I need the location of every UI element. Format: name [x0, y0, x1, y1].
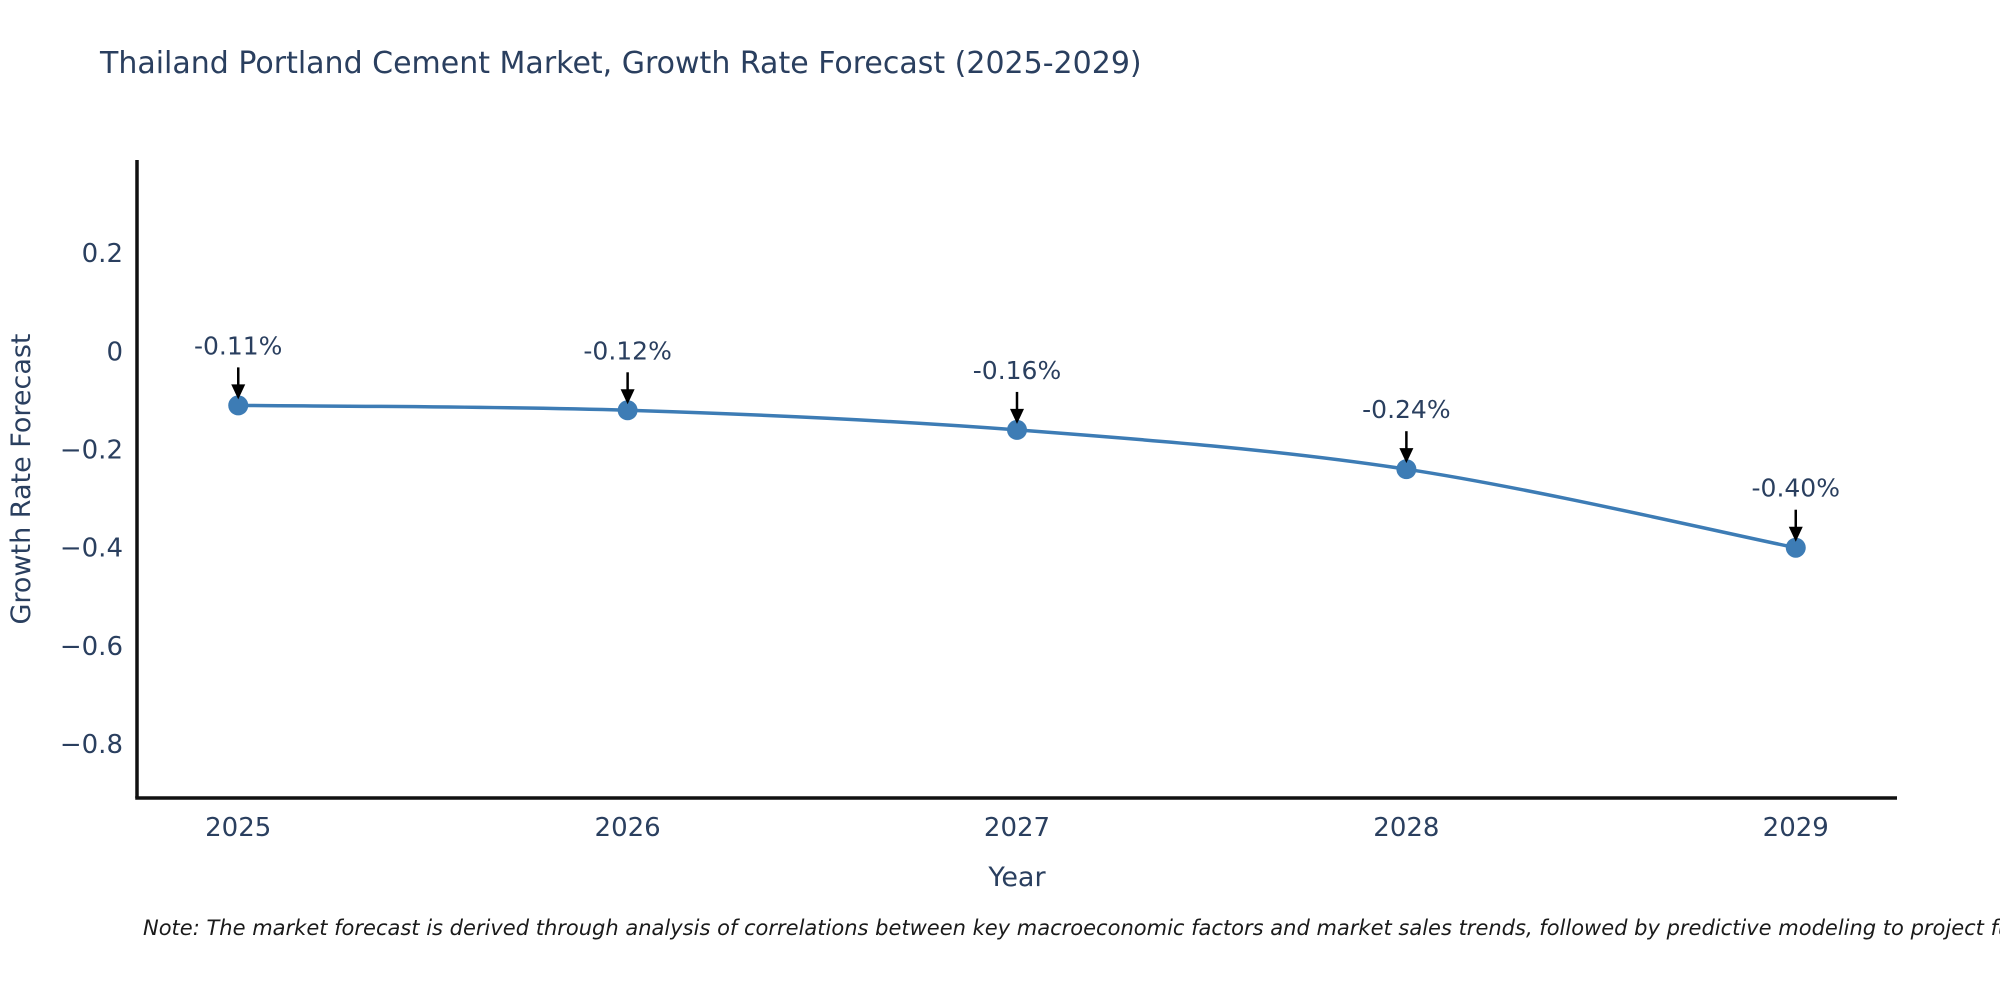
y-tick-label: −0.8 [60, 730, 123, 760]
point-annotation-label: -0.12% [583, 336, 671, 365]
y-tick-label: 0 [106, 337, 123, 367]
x-tick-label: 2026 [595, 813, 661, 843]
data-point-marker[interactable] [617, 400, 638, 421]
y-axis-title: Growth Rate Forecast [6, 333, 37, 624]
x-tick-label: 2028 [1373, 813, 1439, 843]
data-point-marker[interactable] [1007, 419, 1027, 440]
data-point-marker[interactable] [1396, 459, 1417, 480]
annotation-arrowhead-icon [620, 389, 635, 405]
point-annotation-label: -0.24% [1362, 395, 1450, 424]
chart-title: Thailand Portland Cement Market, Growth … [100, 46, 1142, 81]
x-tick-label: 2025 [205, 813, 271, 843]
x-tick-label: 2029 [1763, 813, 1829, 843]
y-tick-label: 0.2 [82, 239, 123, 269]
data-point-marker[interactable] [1785, 537, 1806, 558]
annotation-arrowhead-icon [1399, 448, 1414, 464]
annotation-arrowhead-icon [1010, 408, 1024, 424]
x-axis-title: Year [987, 862, 1046, 893]
annotation-arrowhead-icon [231, 384, 246, 400]
point-annotation-label: -0.11% [194, 331, 282, 360]
annotation-arrowhead-icon [1788, 526, 1803, 542]
y-tick-label: −0.6 [60, 632, 123, 662]
point-annotation-label: -0.16% [973, 356, 1061, 385]
y-tick-label: −0.2 [60, 436, 123, 466]
footnote: Note: The market forecast is derived thr… [143, 916, 2000, 940]
point-annotation-label: -0.40% [1752, 474, 1840, 503]
data-point-marker[interactable] [228, 395, 249, 416]
x-tick-label: 2027 [984, 813, 1050, 843]
y-tick-label: −0.4 [60, 534, 123, 564]
